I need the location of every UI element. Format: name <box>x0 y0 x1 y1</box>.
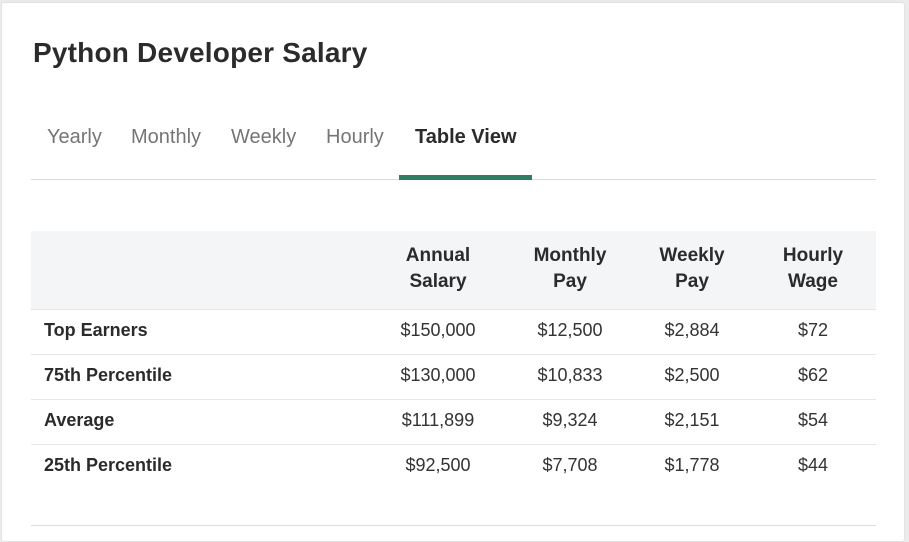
cell-hourly: $44 <box>797 455 829 475</box>
row-label: 75th Percentile <box>44 365 173 385</box>
cell-weekly: $2,884 <box>664 320 720 340</box>
table-row: 75th Percentile $130,000 $10,833 $2,500 … <box>31 354 876 399</box>
header-line: Salary <box>409 271 467 292</box>
header-line: Annual <box>405 245 471 266</box>
active-tab-indicator <box>399 175 532 180</box>
header-line: Hourly <box>782 245 844 266</box>
table-header: Annual Salary Monthly Pay Weekly Pay Hou… <box>31 231 876 309</box>
tab-label: Yearly <box>47 126 102 148</box>
cell-weekly: $2,500 <box>664 365 720 385</box>
cell-annual: $130,000 <box>400 365 476 385</box>
header-line: Pay <box>553 271 587 292</box>
header-annual-salary: Annual Salary <box>383 243 493 295</box>
table-row: 25th Percentile $92,500 $7,708 $1,778 $4… <box>31 444 876 489</box>
cell-weekly: $1,778 <box>664 455 720 475</box>
cell-hourly: $62 <box>797 365 829 385</box>
cell-monthly: $9,324 <box>542 410 598 430</box>
tab-label: Hourly <box>326 126 384 148</box>
tab-yearly[interactable]: Yearly <box>47 108 102 179</box>
cell-hourly: $54 <box>797 410 829 430</box>
table-row: Average $111,899 $9,324 $2,151 $54 <box>31 399 876 444</box>
header-line: Weekly <box>659 245 725 266</box>
table-row: Top Earners $150,000 $12,500 $2,884 $72 <box>31 309 876 354</box>
header-line: Monthly <box>533 245 607 266</box>
salary-table: Annual Salary Monthly Pay Weekly Pay Hou… <box>31 231 876 489</box>
divider <box>31 525 876 526</box>
page-title: Python Developer Salary <box>33 37 368 68</box>
header-line: Pay <box>675 271 709 292</box>
cell-annual: $150,000 <box>400 320 476 340</box>
cell-annual: $92,500 <box>405 455 471 475</box>
header-monthly-pay: Monthly Pay <box>515 243 625 295</box>
cell-hourly: $72 <box>797 320 829 340</box>
row-label: Average <box>44 410 115 430</box>
tab-label: Weekly <box>231 126 297 148</box>
cell-monthly: $12,500 <box>537 320 603 340</box>
cell-annual: $111,899 <box>401 410 475 430</box>
cell-monthly: $7,708 <box>542 455 598 475</box>
header-weekly-pay: Weekly Pay <box>637 243 747 295</box>
row-label: 25th Percentile <box>44 455 173 475</box>
tab-weekly[interactable]: Weekly <box>231 108 296 179</box>
tab-hourly[interactable]: Hourly <box>326 108 384 179</box>
header-hourly-wage: Hourly Wage <box>758 243 868 295</box>
cell-monthly: $10,833 <box>537 365 603 385</box>
tab-table-view[interactable]: Table View <box>399 108 532 180</box>
cell-weekly: $2,151 <box>664 410 720 430</box>
row-label: Top Earners <box>44 320 148 340</box>
tab-label: Table View <box>415 126 517 148</box>
tab-label: Monthly <box>131 126 202 148</box>
tab-monthly[interactable]: Monthly <box>131 108 201 179</box>
tab-bar: Yearly Monthly Weekly Hourly Table View <box>31 108 876 180</box>
header-line: Wage <box>788 271 838 292</box>
